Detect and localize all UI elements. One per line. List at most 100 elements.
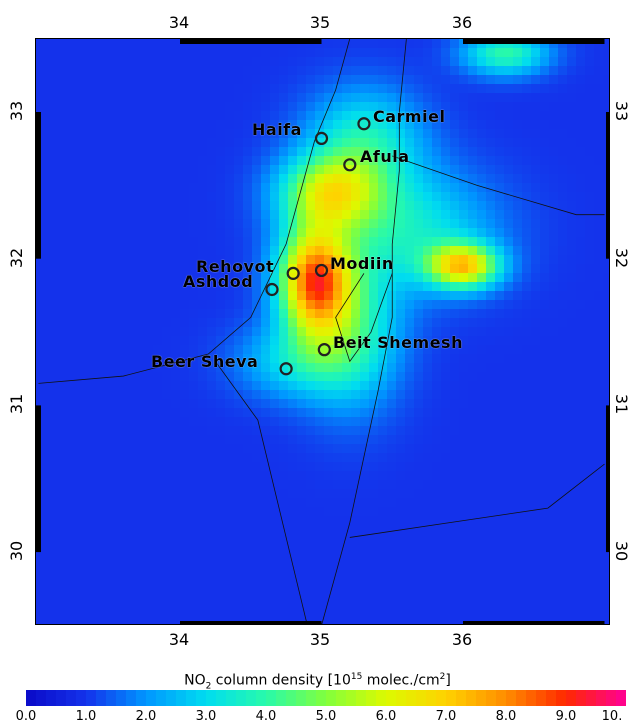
no2-cell [261,606,270,615]
no2-cell [324,390,333,399]
no2-cell [261,84,270,93]
no2-cell [225,543,234,552]
no2-cell [342,417,351,426]
no2-cell [468,300,477,309]
no2-cell [117,237,126,246]
no2-cell [486,102,495,111]
no2-cell [234,75,243,84]
no2-cell [297,291,306,300]
no2-cell [234,561,243,570]
no2-cell [342,498,351,507]
no2-cell [180,597,189,606]
no2-cell [288,291,297,300]
no2-cell [261,138,270,147]
no2-cell [297,417,306,426]
no2-cell [108,453,117,462]
no2-cell [207,444,216,453]
no2-cell [243,246,252,255]
no2-cell [81,219,90,228]
no2-cell [198,264,207,273]
no2-cell [171,111,180,120]
colorbar-tick-2: 2.0 [135,709,157,724]
no2-cell [189,399,198,408]
no2-cell [198,228,207,237]
no2-cell [216,156,225,165]
no2-cell [171,309,180,318]
x-tick-top-36: 36 [451,13,473,32]
no2-cell [432,282,441,291]
no2-cell [315,354,324,363]
no2-cell [306,579,315,588]
no2-cell [297,579,306,588]
no2-cell [45,264,54,273]
no2-cell [72,102,81,111]
no2-cell [423,453,432,462]
colorbar-segment [456,690,467,706]
colorbar-title-sup2: 2 [439,672,446,682]
no2-cell [207,219,216,228]
no2-cell [333,444,342,453]
no2-cell [423,129,432,138]
no2-cell [270,624,279,625]
no2-cell [450,309,459,318]
no2-cell [72,435,81,444]
no2-cell [261,264,270,273]
no2-cell [54,102,63,111]
no2-cell [387,246,396,255]
no2-cell [234,48,243,57]
no2-cell [477,291,486,300]
no2-cell [297,192,306,201]
no2-cell [549,57,558,66]
no2-cell [180,462,189,471]
axis-bar [36,405,41,553]
no2-cell [549,534,558,543]
no2-cell [207,354,216,363]
no2-cell [117,174,126,183]
no2-cell [594,201,603,210]
no2-cell [567,336,576,345]
no2-cell [342,300,351,309]
no2-cell [279,111,288,120]
no2-cell [369,579,378,588]
no2-cell [351,543,360,552]
no2-cell [360,498,369,507]
no2-cell [306,417,315,426]
no2-cell [603,624,610,625]
no2-cell [486,228,495,237]
no2-cell [126,516,135,525]
no2-cell [531,264,540,273]
no2-cell [423,309,432,318]
no2-cell [171,426,180,435]
no2-cell [270,156,279,165]
no2-cell [198,435,207,444]
no2-cell [558,381,567,390]
no2-cell [540,552,549,561]
no2-cell [495,390,504,399]
no2-cell [117,264,126,273]
no2-cell [468,588,477,597]
no2-cell [369,102,378,111]
no2-cell [288,120,297,129]
no2-cell [180,48,189,57]
no2-cell [558,507,567,516]
no2-cell [459,156,468,165]
no2-cell [477,93,486,102]
no2-cell [495,498,504,507]
no2-cell [522,309,531,318]
no2-cell [333,606,342,615]
no2-cell [225,102,234,111]
no2-cell [369,624,378,625]
no2-cell [252,552,261,561]
no2-cell [531,183,540,192]
no2-cell [387,282,396,291]
no2-cell [387,408,396,417]
no2-cell [531,363,540,372]
no2-cell [99,489,108,498]
no2-cell [198,597,207,606]
no2-cell [567,57,576,66]
no2-cell [594,120,603,129]
no2-cell [594,273,603,282]
no2-cell [135,66,144,75]
no2-cell [387,507,396,516]
no2-cell [585,93,594,102]
